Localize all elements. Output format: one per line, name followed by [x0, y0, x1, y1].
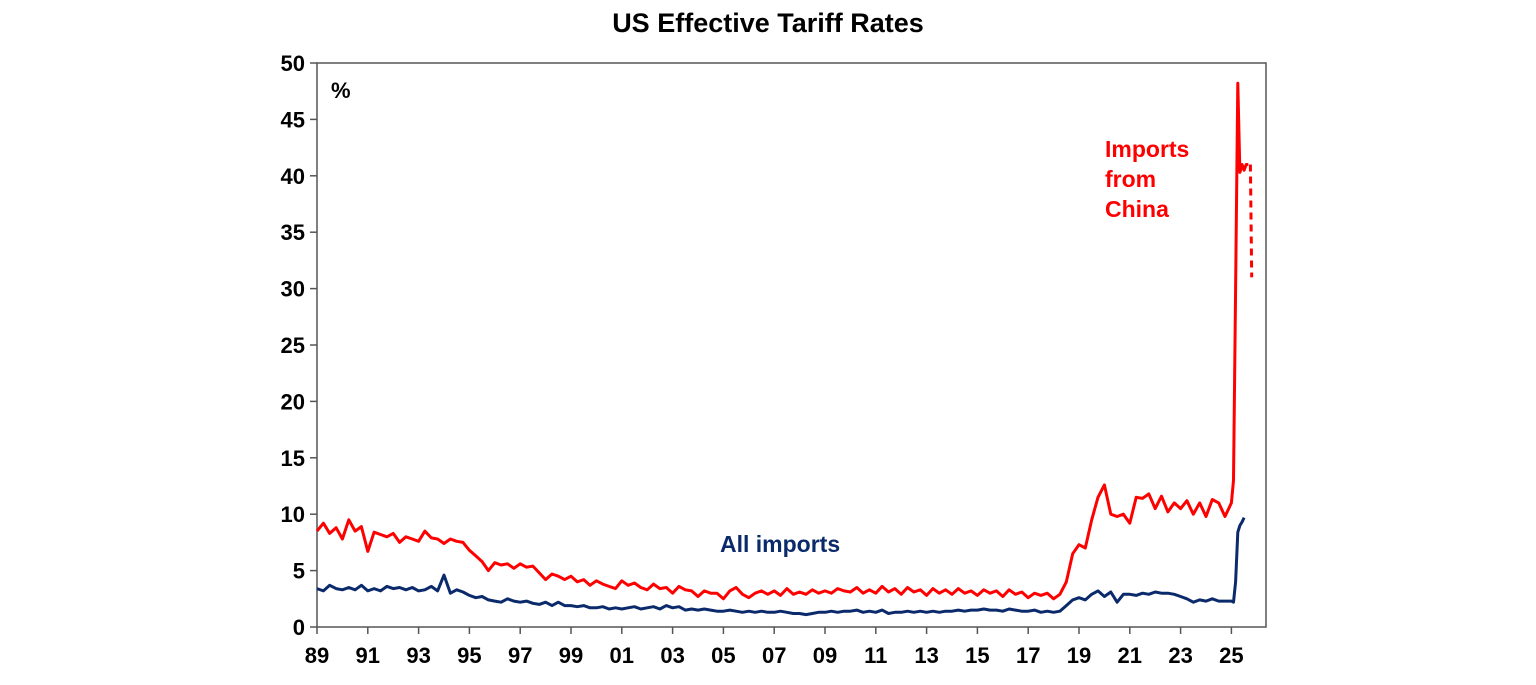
x-tick-label: 19 — [1067, 643, 1091, 668]
y-tick-label: 15 — [281, 446, 305, 471]
y-tick-label: 25 — [281, 333, 305, 358]
x-tick-label: 97 — [508, 643, 532, 668]
x-tick-label: 93 — [406, 643, 430, 668]
x-tick-label: 11 — [864, 643, 887, 668]
y-tick-label: 40 — [281, 164, 305, 189]
x-tick-label: 17 — [1016, 643, 1040, 668]
x-tick-label: 95 — [457, 643, 481, 668]
x-tick-label: 25 — [1219, 643, 1243, 668]
series-line-imports-from-china — [315, 81, 1249, 601]
label-all-imports: All imports — [720, 531, 840, 557]
china-label-line-2: from — [1105, 166, 1156, 192]
unit-label: % — [331, 78, 351, 103]
x-tick-label: 01 — [610, 643, 634, 668]
y-tick-label: 50 — [281, 51, 305, 76]
x-tick-label: 99 — [559, 643, 583, 668]
china-label-line-3: China — [1105, 196, 1169, 222]
x-tick-label: 13 — [914, 643, 938, 668]
x-tick-label: 05 — [711, 643, 735, 668]
y-tick-label: 30 — [281, 277, 305, 302]
series-line-china-estimate-dashed — [1248, 164, 1254, 278]
x-tick-label: 15 — [965, 643, 989, 668]
y-tick-label: 45 — [281, 107, 305, 132]
y-tick-label: 35 — [281, 220, 305, 245]
x-tick-label: 91 — [356, 643, 380, 668]
china-label-line-1: Imports — [1105, 136, 1189, 162]
x-tick-label: 07 — [762, 643, 786, 668]
x-axis: 89 91 93 95 97 99 01 03 05 07 09 11 13 15 17 19 21 23 25 — [305, 627, 1244, 668]
x-tick-label: 89 — [305, 643, 329, 668]
x-tick-label: 09 — [813, 643, 837, 668]
series-lines — [315, 81, 1254, 617]
y-tick-label: 20 — [281, 389, 305, 414]
label-imports-from-china: Imports from China — [1105, 136, 1196, 222]
x-tick-label: 03 — [660, 643, 684, 668]
y-axis: 0 5 10 15 20 25 30 35 40 45 50 — [281, 51, 317, 640]
y-tick-label: 0 — [293, 615, 305, 640]
y-tick-label: 10 — [281, 502, 305, 527]
chart-title: US Effective Tariff Rates — [612, 8, 924, 38]
x-tick-label: 21 — [1118, 643, 1142, 668]
y-tick-label: 5 — [293, 559, 305, 584]
series-line-all-imports — [316, 516, 1246, 617]
x-tick-label: 23 — [1168, 643, 1192, 668]
